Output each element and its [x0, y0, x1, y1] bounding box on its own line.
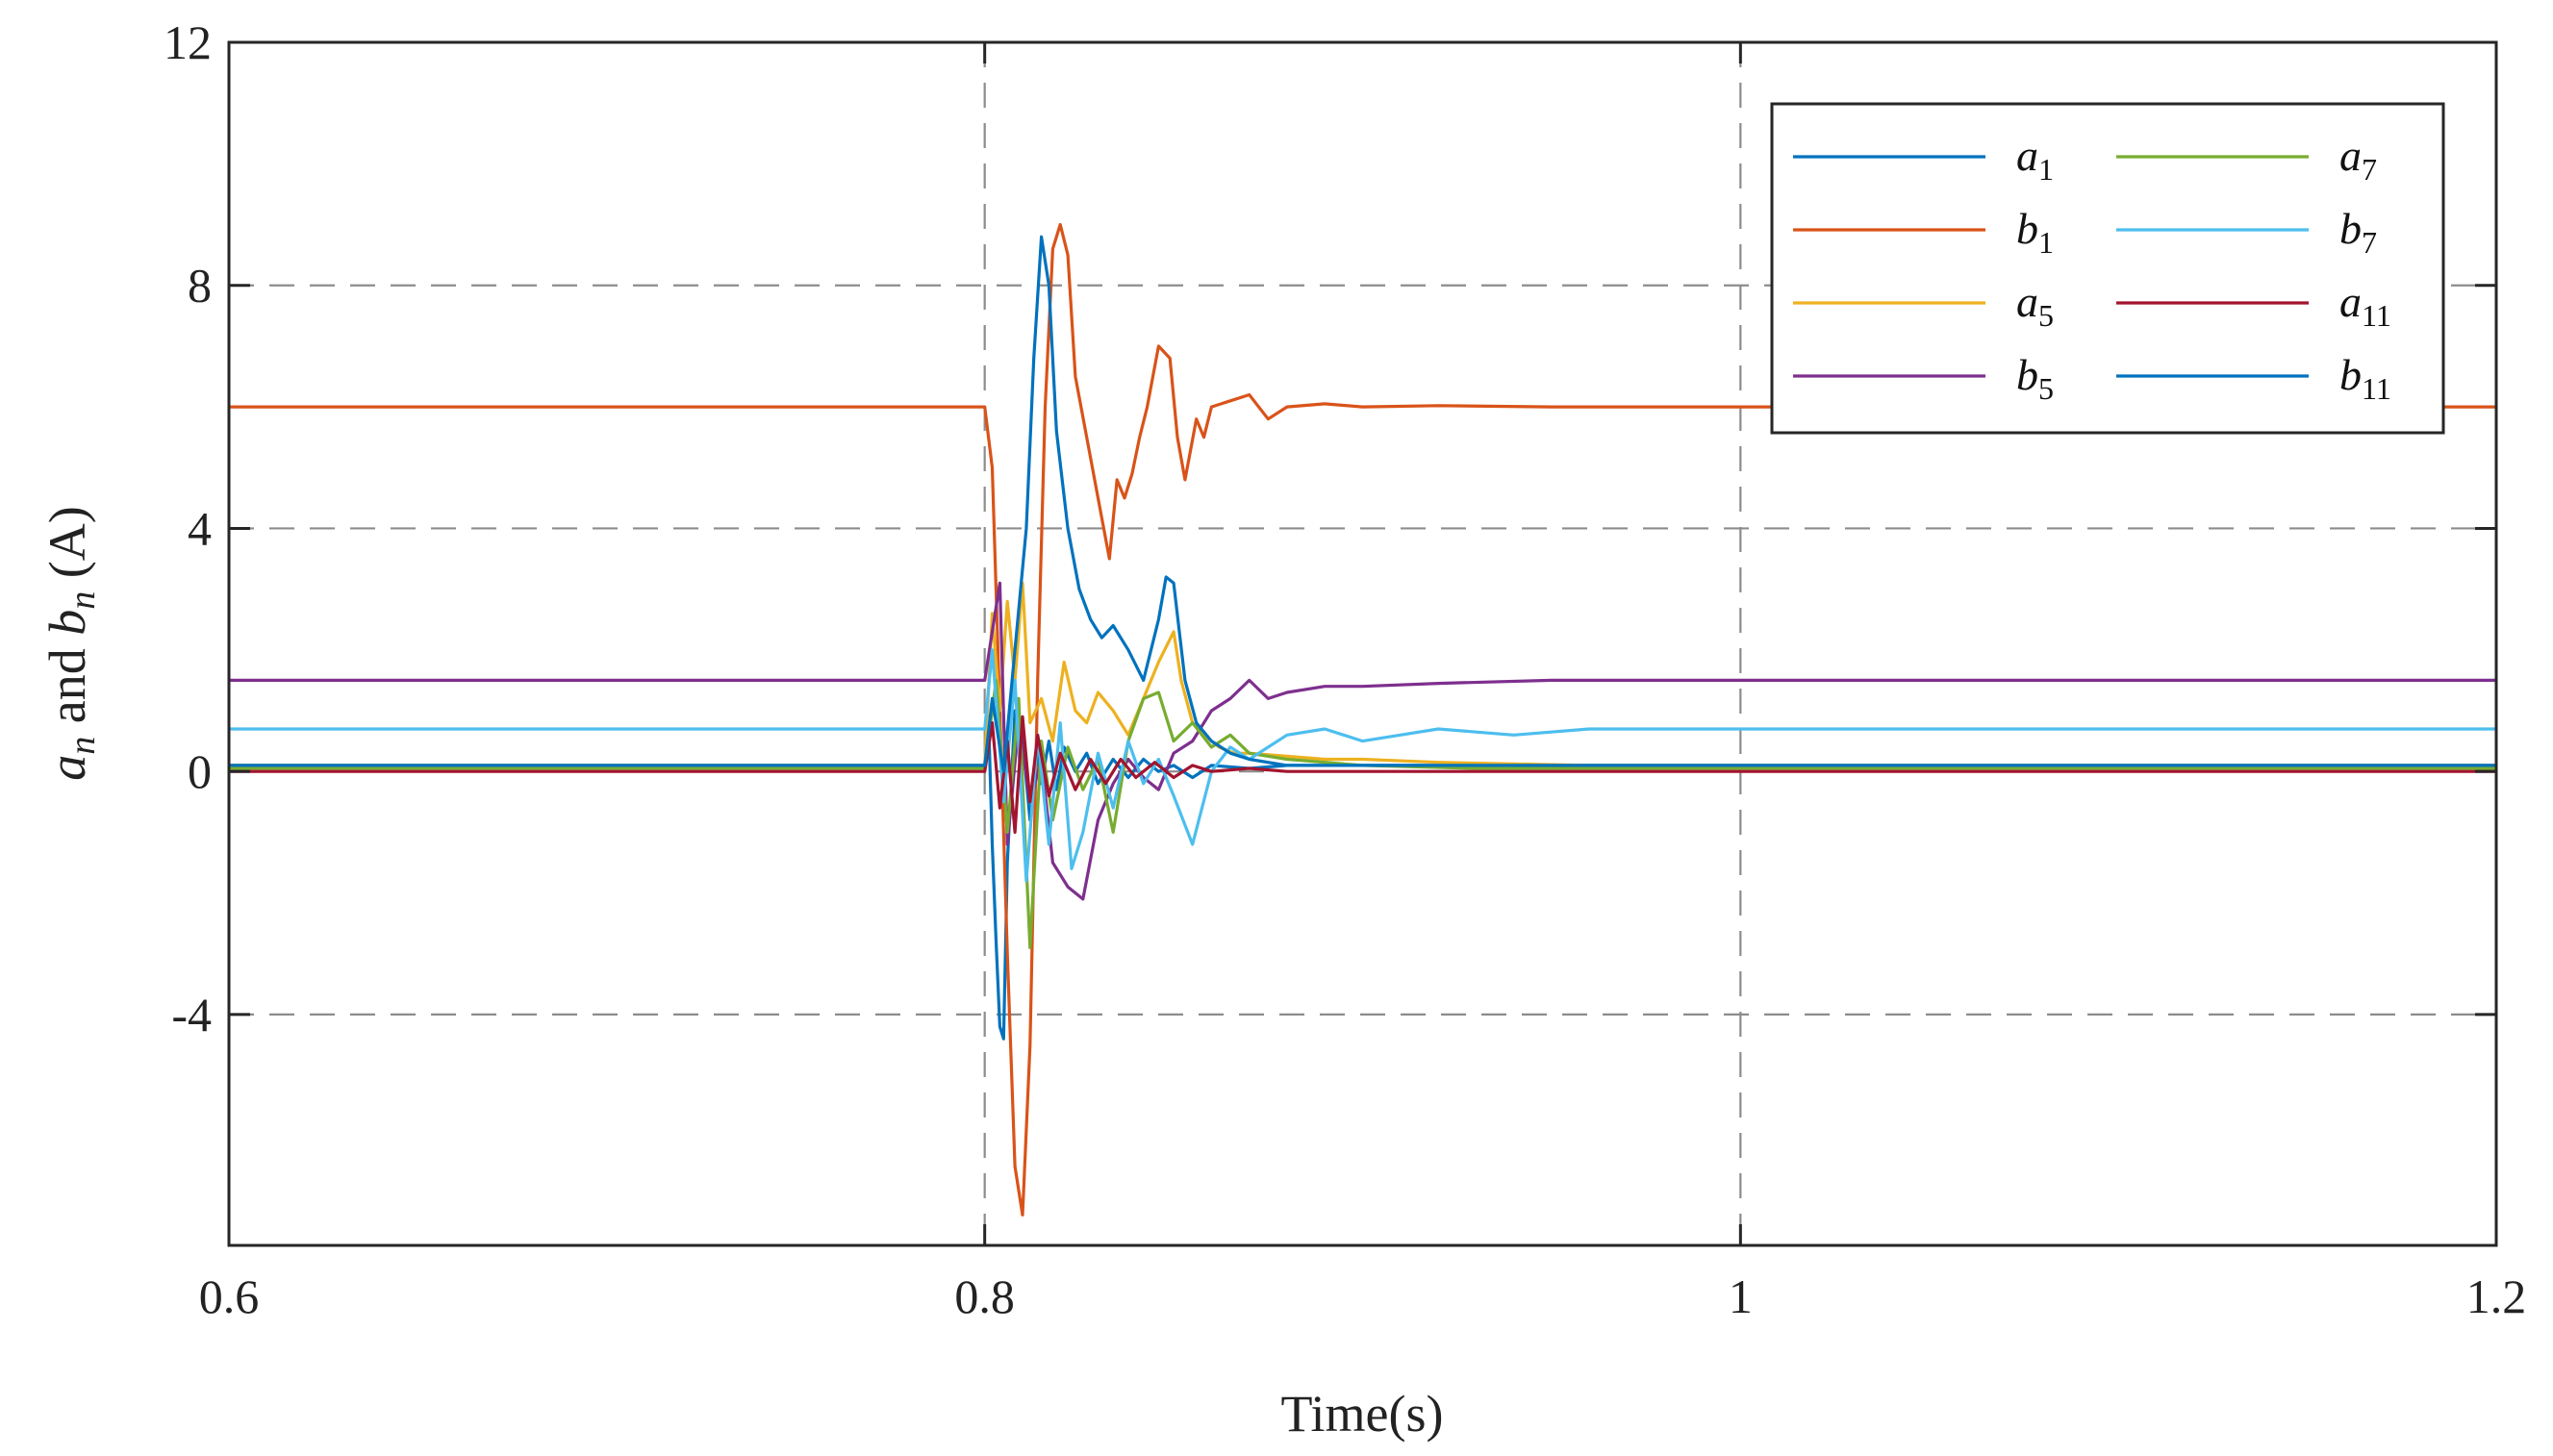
y-tick-label: 8 — [188, 259, 212, 313]
y-label-b-sub: n — [63, 591, 103, 610]
legend: a1 b1 a5 b5 a7 b7 a11 b11 — [1770, 102, 2445, 435]
y-tick-label: -4 — [171, 988, 212, 1042]
y-label-unit: (A) — [38, 506, 96, 590]
plot-frame — [227, 40, 2498, 1247]
y-label-and: and — [38, 636, 96, 737]
legend-label-b1: b1 — [2016, 204, 2054, 260]
series-group — [229, 222, 2496, 1217]
y-label-a: a — [38, 755, 96, 781]
legend-label-a7: a7 — [2339, 131, 2377, 187]
legend-label-b11: b11 — [2339, 350, 2391, 406]
legend-label-a11: a11 — [2339, 277, 2391, 333]
x-axis-label: Time(s) — [1280, 1385, 1443, 1443]
legend-label-b5: b5 — [2016, 350, 2054, 406]
series-line-b11 — [229, 235, 2496, 773]
legend-label-a5: a5 — [2016, 277, 2054, 333]
y-label-a-sub: n — [63, 737, 103, 755]
x-tick-label: 1.2 — [2466, 1269, 2527, 1323]
x-tick-label: 0.8 — [954, 1269, 1015, 1323]
series-line-b5 — [229, 581, 2496, 901]
tick-labels: 0.6 0.8 1 1.2 -4 0 4 8 12 — [164, 15, 2526, 1323]
ticks — [227, 40, 2498, 1245]
y-tick-label: 12 — [164, 15, 212, 69]
legend-label-b7: b7 — [2339, 204, 2377, 260]
legend-label-a1: a1 — [2016, 131, 2054, 187]
series-line-b1 — [229, 222, 2496, 1217]
y-tick-label: 4 — [188, 501, 212, 555]
y-tick-label: 0 — [188, 744, 212, 798]
x-tick-label: 1 — [1729, 1269, 1753, 1323]
series-line-b7 — [229, 648, 2496, 883]
legend-box — [1770, 102, 2445, 435]
y-axis-label: an and bn (A) — [38, 506, 103, 780]
y-label-b: b — [38, 610, 96, 636]
x-tick-label: 0.6 — [199, 1269, 260, 1323]
svg-text:an and bn (A): an and bn (A) — [38, 506, 103, 780]
